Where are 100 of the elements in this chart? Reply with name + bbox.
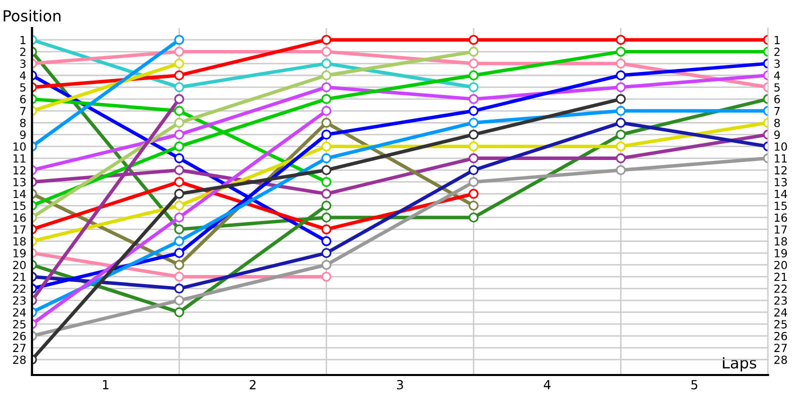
y-tick-label: 12 — [14, 166, 26, 174]
point — [174, 82, 184, 92]
point — [174, 141, 184, 152]
point — [174, 272, 184, 282]
point — [616, 141, 626, 152]
y-tick-label: 13 — [14, 178, 26, 186]
point — [174, 176, 184, 187]
y2-tick-label: 9 — [774, 130, 780, 139]
y2-tick-label: 22 — [774, 284, 787, 293]
point — [321, 236, 332, 246]
y2-tick-label: 8 — [774, 118, 780, 128]
y-tick-label: 18 — [14, 237, 26, 246]
point — [468, 176, 479, 187]
point — [174, 106, 184, 116]
y-tick-label: 15 — [14, 202, 26, 210]
y-tick-label: 14 — [14, 190, 26, 198]
y-tick-label: 2 — [20, 48, 26, 56]
y2-tick-label: 7 — [774, 107, 780, 116]
point — [174, 130, 184, 140]
y2-tick-label: 25 — [774, 320, 787, 328]
point — [321, 46, 332, 57]
y-tick-label: 22 — [13, 284, 26, 293]
point — [468, 118, 479, 128]
y-tick-label: 25 — [13, 320, 26, 328]
y-tick-label: 11 — [14, 154, 26, 162]
y-tick-label: 6 — [20, 95, 26, 104]
point — [468, 165, 479, 176]
y-tick-label: 3 — [20, 60, 26, 68]
point — [321, 224, 332, 234]
y-tick-label: 1 — [20, 36, 26, 44]
y2-tick-label: 2 — [774, 48, 780, 56]
y2-tick-label: 18 — [774, 237, 787, 246]
point — [468, 94, 479, 104]
point — [174, 212, 184, 222]
y2-tick-label: 19 — [774, 248, 787, 258]
point — [321, 200, 332, 211]
y-tick-label: 5 — [20, 83, 26, 92]
y2-tick-label: 26 — [774, 332, 787, 340]
point — [616, 70, 626, 80]
point — [174, 284, 184, 294]
point — [174, 153, 184, 164]
point — [174, 200, 184, 211]
point — [616, 58, 626, 69]
point — [321, 248, 332, 258]
x-tick-label: 5 — [691, 380, 698, 390]
point — [174, 236, 184, 246]
x-axis-title: Laps — [722, 357, 756, 372]
y-tick-label: 4 — [20, 71, 26, 80]
y2-tick-label: 23 — [774, 296, 787, 305]
y2-tick-label: 12 — [774, 166, 787, 174]
y2-tick-label: 3 — [774, 60, 780, 68]
point — [468, 188, 479, 199]
y-tick-label: 27 — [13, 344, 26, 352]
point — [174, 165, 184, 176]
y2-tick-label: 15 — [774, 202, 787, 210]
y-tick-label: 23 — [13, 296, 26, 305]
point — [321, 82, 332, 92]
point — [174, 224, 184, 234]
point — [321, 188, 332, 199]
point — [174, 295, 184, 306]
y-tick-label: 9 — [20, 130, 26, 139]
y2-tick-label: 10 — [774, 142, 787, 151]
y2-tick-label: 5 — [774, 83, 780, 92]
point — [321, 70, 332, 80]
point — [468, 212, 479, 222]
y-axis-title: Position — [4, 10, 60, 22]
y-tick-label: 28 — [13, 356, 26, 364]
point — [174, 118, 184, 128]
y-tick-label: 26 — [13, 332, 26, 340]
point — [468, 106, 479, 116]
point — [174, 188, 184, 199]
point — [174, 307, 184, 318]
y2-tick-label: 6 — [774, 95, 780, 104]
y2-tick-label: 14 — [774, 190, 788, 198]
point — [468, 141, 479, 152]
y-tick-label: 16 — [14, 213, 26, 222]
point — [174, 70, 184, 80]
y2-tick-label: 27 — [774, 344, 787, 352]
x-tick-label: 2 — [250, 380, 256, 390]
point — [321, 58, 332, 69]
x-tick-label: 1 — [102, 380, 108, 390]
point — [616, 165, 626, 176]
y-tick-label: 17 — [14, 225, 26, 234]
point — [321, 212, 332, 222]
y2-tick-label: 21 — [774, 272, 787, 281]
point — [616, 34, 626, 45]
y-tick-label: 7 — [20, 107, 26, 116]
point — [321, 130, 332, 140]
y-tick-label: 24 — [13, 308, 26, 316]
point — [321, 272, 332, 282]
point — [321, 260, 332, 270]
point — [468, 130, 479, 140]
x-tick-label: 3 — [396, 380, 403, 390]
point — [174, 260, 184, 270]
y2-tick-label: 4 — [774, 71, 780, 80]
point — [174, 248, 184, 258]
point — [616, 130, 626, 140]
point — [616, 153, 626, 164]
point — [174, 46, 184, 57]
y2-tick-label: 1 — [774, 36, 780, 44]
